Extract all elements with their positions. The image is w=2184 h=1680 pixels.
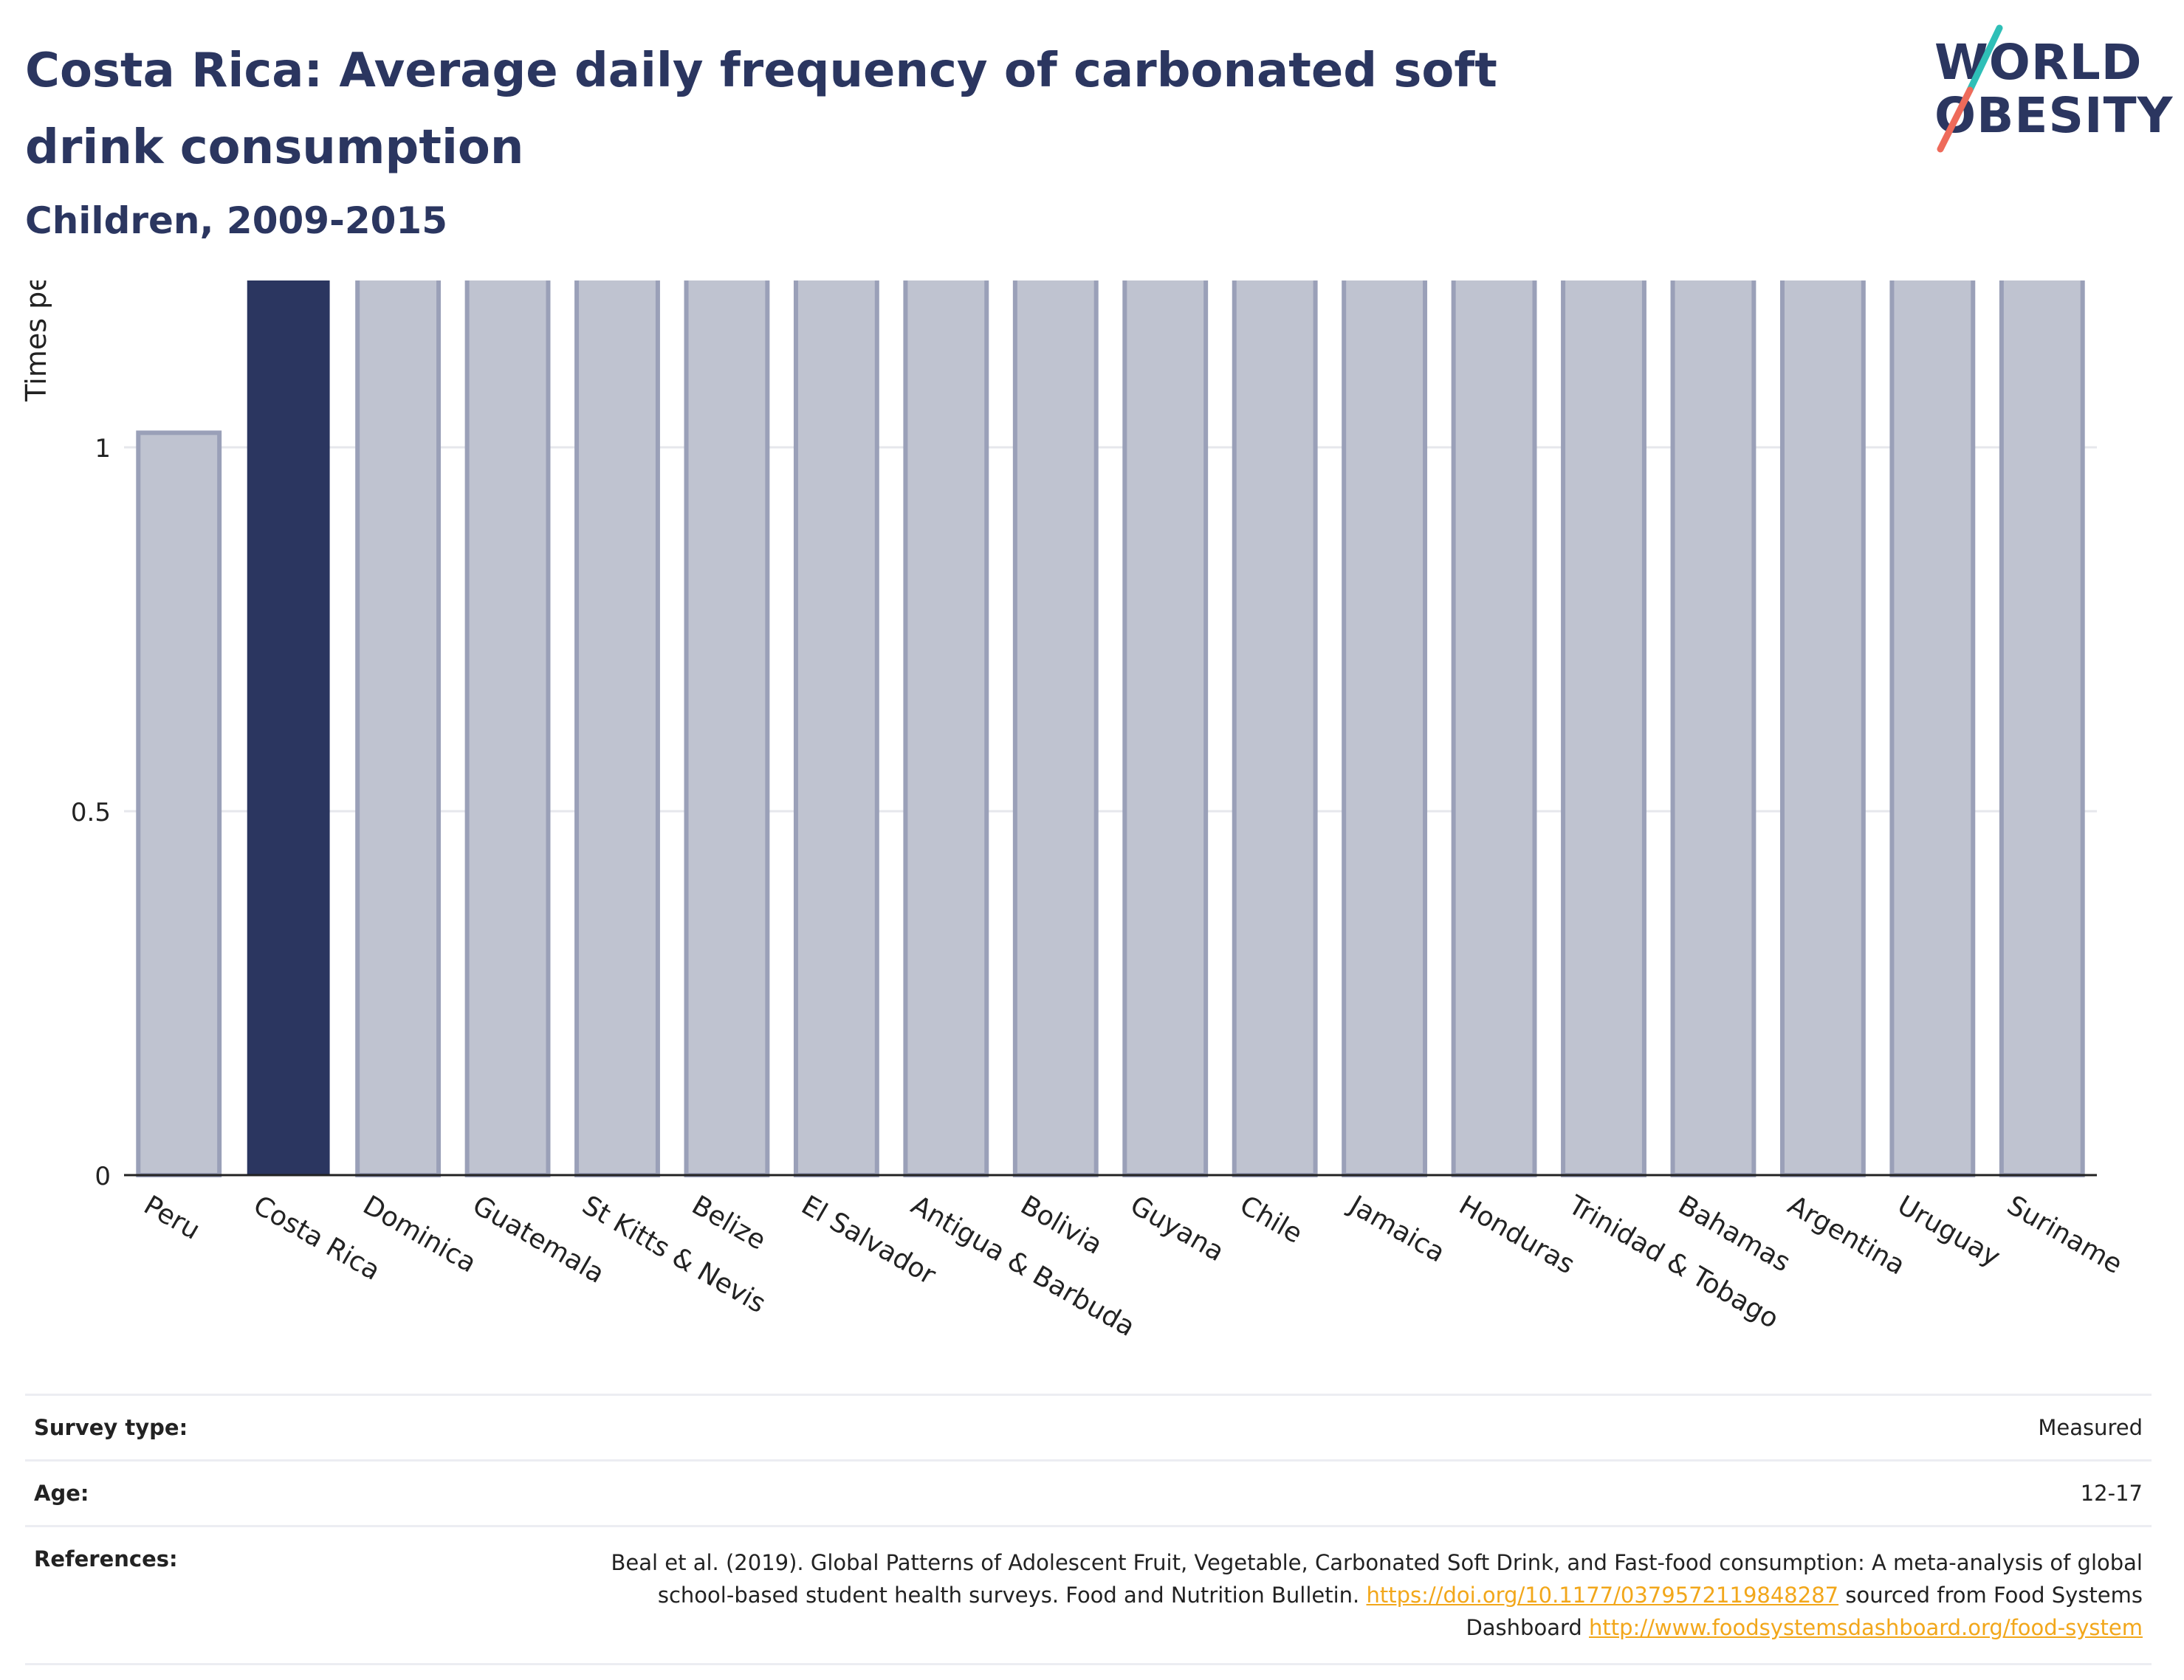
world-obesity-logo: WORLD OBESITY (1920, 22, 2172, 155)
logo-word-obesity: OBESITY (1934, 87, 2174, 144)
age-row: Age: 12-17 (25, 1459, 2152, 1525)
survey-type-value: Measured (2038, 1415, 2143, 1440)
references-label: References: (34, 1546, 178, 1571)
bar-jamaica (1342, 280, 1428, 1177)
x-tick-label: Bolivia (1015, 1190, 1108, 1261)
bar-trinidad-tobago (1561, 280, 1646, 1177)
x-tick-label: Chile (1234, 1190, 1308, 1250)
x-tick-label: Suriname (2002, 1190, 2127, 1280)
bar-st-kitts-nevis (574, 280, 660, 1178)
logo-word-world: WORLD (1934, 34, 2143, 91)
bar-belize (684, 280, 770, 1178)
x-tick-label: Argentina (1782, 1190, 1910, 1281)
y-tick-label: 0.5 (71, 798, 111, 827)
x-tick-label: Trinidad & Tobago (1563, 1190, 1784, 1335)
reference-dashboard-link[interactable]: http://www.foodsystemsdashboard.org/food… (1589, 1615, 2143, 1640)
bar-peru (136, 430, 222, 1177)
age-label: Age: (34, 1481, 89, 1506)
gridlines (124, 446, 2097, 813)
survey-type-label: Survey type: (34, 1415, 188, 1440)
x-tick-label: Jamaica (1343, 1189, 1450, 1268)
bar-chile (1232, 280, 1318, 1177)
x-tick-label: Peru (139, 1190, 205, 1246)
logo-slash-icon (1937, 24, 2003, 153)
x-tick-label: Guyana (1125, 1190, 1229, 1267)
bar-argentina (1779, 280, 1866, 1177)
bar-honduras (1451, 280, 1537, 1177)
survey-type-row: Survey type: Measured (25, 1394, 2152, 1459)
chart-title: Costa Rica: Average daily frequency of c… (25, 44, 1497, 175)
bar-uruguay (1889, 280, 1976, 1178)
reference-citation: Beal et al. (2019). Global Patterns of A… (611, 1550, 2143, 1608)
x-tick-label: Honduras (1454, 1190, 1579, 1280)
x-tick-label: St Kitts & Nevis (577, 1190, 771, 1319)
chart-subtitle: Children, 2009-2015 (25, 199, 447, 242)
y-axis-label: Times per day (20, 280, 52, 402)
bar-dominica (355, 280, 442, 1177)
bar-el-salvador (793, 280, 879, 1178)
references-text: Beal et al. (2019). Global Patterns of A… (566, 1546, 2143, 1644)
y-axis-ticks: 00.511.52 (71, 434, 111, 1191)
reference-doi-link[interactable]: https://doi.org/10.1177/0379572119848287 (1366, 1583, 1839, 1608)
bar-bolivia (1012, 280, 1099, 1177)
bar-guatemala (464, 280, 551, 1178)
bar-antigua-barbuda (903, 280, 989, 1177)
reference-source-text: sourced from Food Systems Dashboard (1466, 1583, 2143, 1640)
references-row: References: Beal et al. (2019). Global P… (25, 1525, 2152, 1665)
bar-costa-rica (247, 280, 330, 1176)
age-value: 12-17 (2080, 1481, 2143, 1506)
bar-bahamas (1670, 280, 1757, 1177)
x-tick-label: Belize (687, 1190, 771, 1256)
info-table: Survey type: Measured Age: 12-17 Referen… (25, 1394, 2152, 1665)
bar-guyana (1122, 280, 1209, 1177)
x-tick-label: Uruguay (1892, 1190, 2005, 1273)
y-tick-label: 0 (95, 1162, 111, 1191)
y-tick-label: 1 (95, 434, 111, 464)
bar-suriname (1999, 280, 2085, 1177)
bars (136, 280, 2085, 1178)
